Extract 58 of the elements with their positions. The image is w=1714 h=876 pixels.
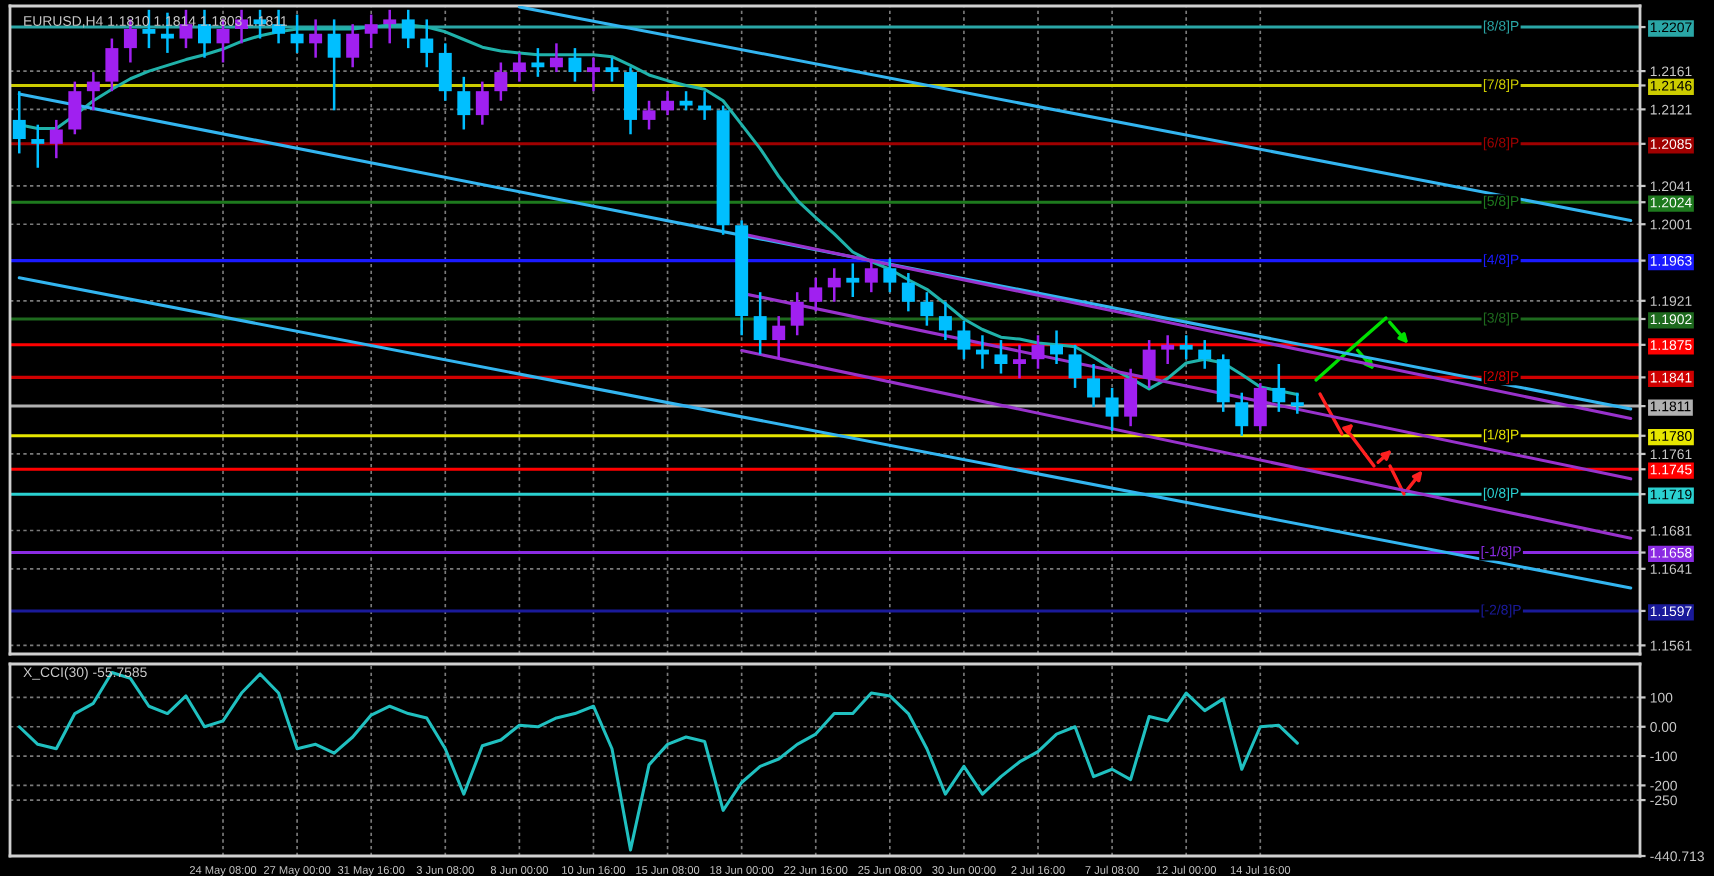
candlestick: [809, 276, 823, 313]
candlestick: [790, 290, 804, 337]
candlestick: [1142, 338, 1156, 390]
candlestick: [1068, 343, 1082, 390]
candlestick: [1179, 334, 1193, 361]
candlestick: [1013, 343, 1026, 380]
candlestick: [494, 61, 508, 103]
line-series: [17, 670, 1299, 852]
candlestick: [531, 46, 545, 79]
candlestick: [753, 290, 767, 356]
candlestick: [1272, 362, 1286, 414]
candlestick: [86, 70, 100, 112]
candlestick: [1253, 381, 1267, 433]
candlestick: [642, 99, 656, 131]
candlestick: [457, 75, 471, 131]
candlestick: [586, 56, 600, 93]
candlestick: [864, 257, 878, 294]
candlestick: [549, 42, 563, 74]
candlestick: [605, 56, 619, 83]
candlestick: [290, 13, 304, 55]
candlestick: [1031, 334, 1045, 371]
candlestick: [401, 8, 415, 50]
candlestick: [438, 42, 452, 103]
candlestick: [846, 262, 860, 299]
candlestick: [1050, 329, 1064, 366]
candlestick: [920, 290, 934, 327]
candlestick: [1087, 362, 1101, 409]
candlestick: [1235, 391, 1249, 438]
candlestick: [1290, 391, 1304, 415]
candlestick: [475, 80, 489, 126]
candlestick: [327, 18, 341, 112]
candlestick: [938, 300, 952, 342]
candlestick: [1105, 386, 1119, 433]
candlestick: [901, 271, 915, 313]
candlestick: [661, 89, 675, 117]
candlestick: [957, 319, 971, 361]
candlestick: [12, 89, 26, 155]
candlestick: [994, 338, 1008, 375]
candlestick: [883, 257, 897, 294]
candlestick: [624, 66, 637, 136]
candlestick: [827, 267, 841, 304]
candlestick: [1124, 367, 1138, 428]
candlestick: [568, 46, 582, 83]
candlestick: [679, 89, 693, 112]
candlestick: [105, 37, 119, 93]
candlestick: [383, 8, 397, 45]
candlestick: [346, 22, 360, 69]
candlestick: [512, 51, 526, 83]
candlestick: [49, 118, 63, 160]
candlestick: [1198, 338, 1212, 371]
candlestick: [1216, 353, 1230, 414]
candlestick: [68, 80, 82, 136]
candlestick: [1161, 334, 1175, 366]
candlestick: [31, 123, 45, 170]
candlestick: [420, 18, 434, 69]
candlestick: [772, 314, 786, 361]
candlestick: [309, 18, 323, 59]
candlestick: [364, 13, 378, 50]
